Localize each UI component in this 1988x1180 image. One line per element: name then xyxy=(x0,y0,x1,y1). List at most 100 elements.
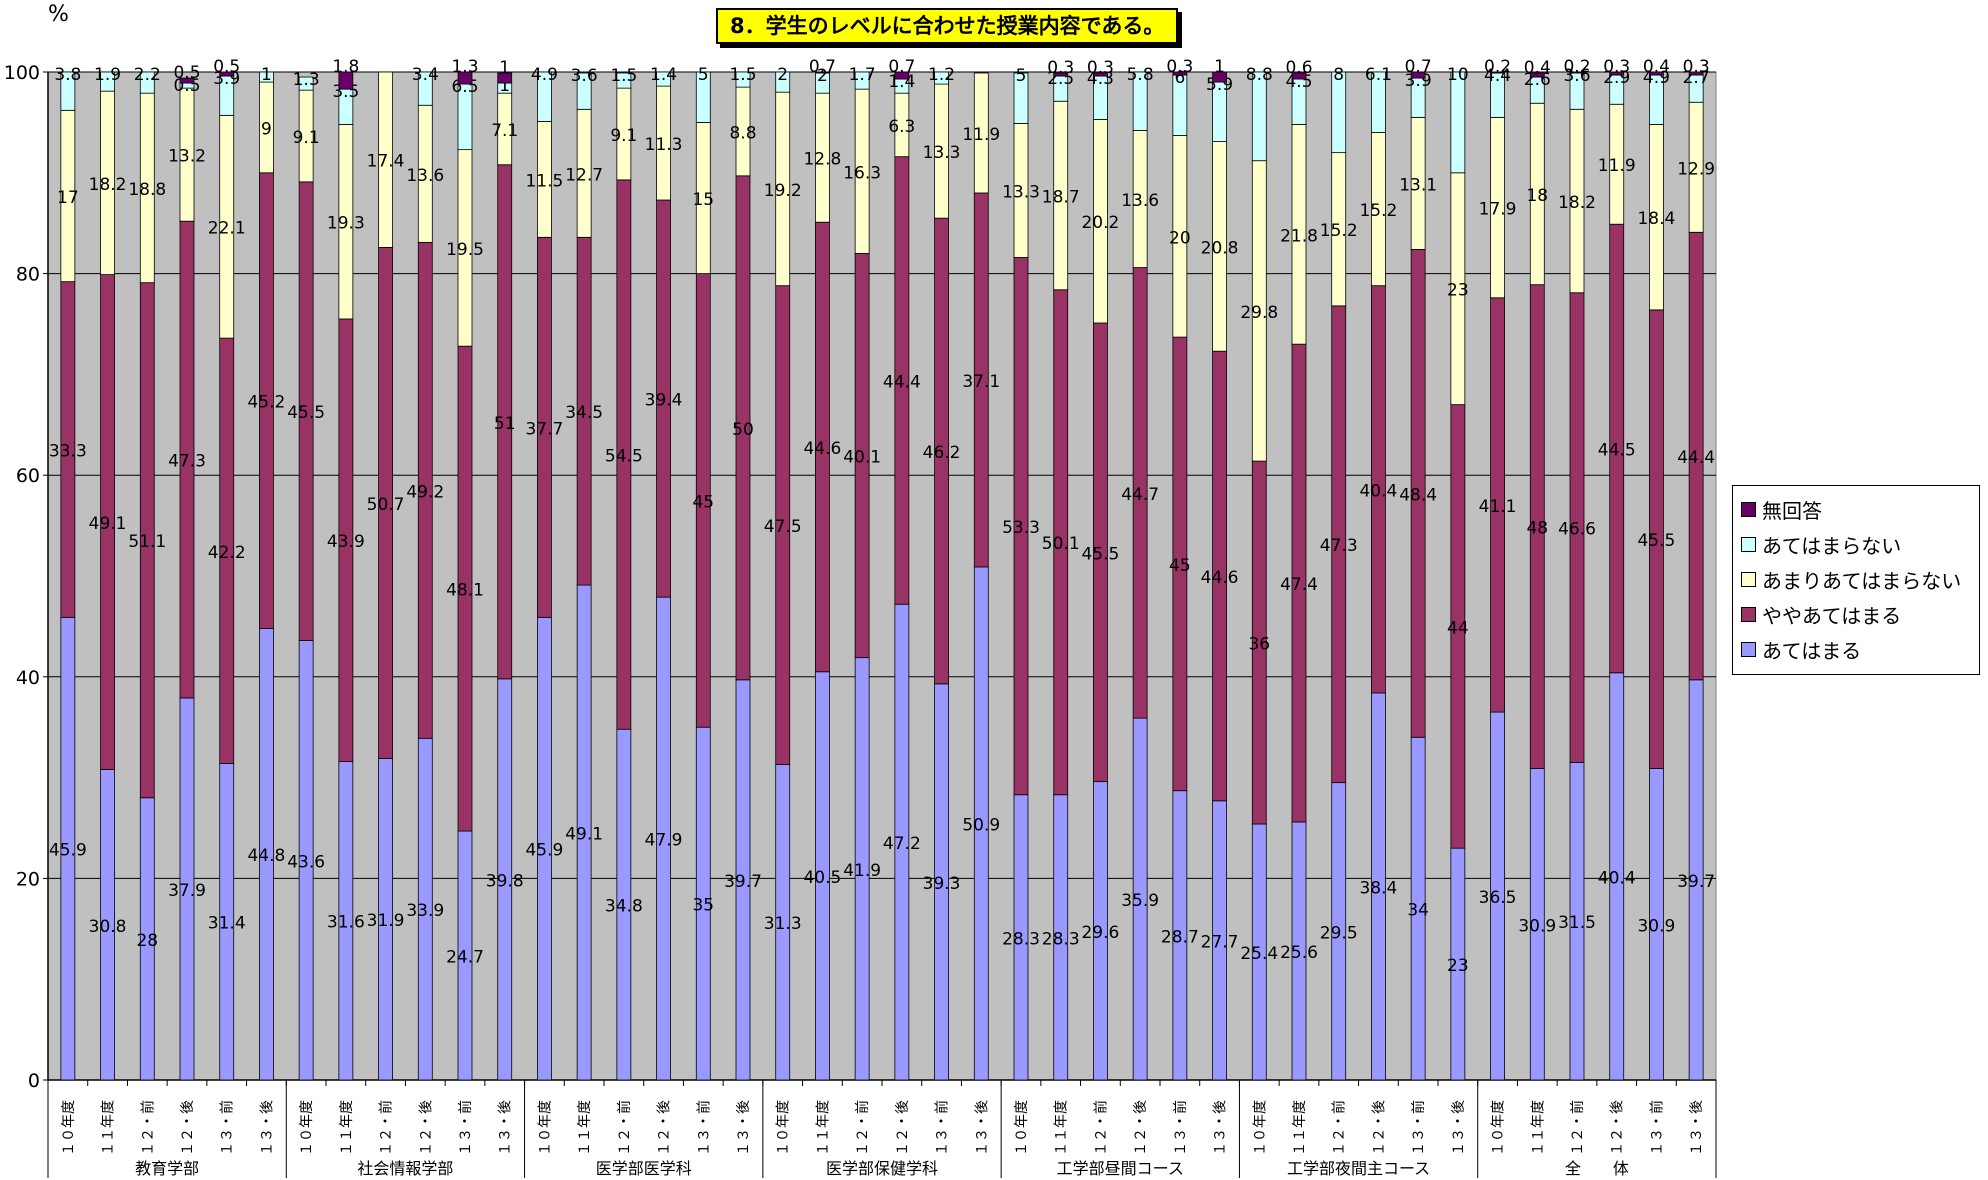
data-label: 1.7 xyxy=(849,65,876,85)
data-label: 21.8 xyxy=(1280,226,1318,246)
data-label: 11.5 xyxy=(525,171,563,191)
group-label: 医学部医学科 xyxy=(596,1159,692,1178)
data-label: 45 xyxy=(1169,556,1191,576)
x-category-label: １２・前 xyxy=(1092,1100,1109,1156)
bar-segment xyxy=(378,71,393,248)
data-label: 41.1 xyxy=(1479,497,1517,517)
data-label: 35 xyxy=(692,896,714,916)
bar-segment xyxy=(179,77,195,84)
data-label: 2 xyxy=(817,66,828,86)
data-label: 1.4 xyxy=(650,65,677,85)
x-category-label: １１年度 xyxy=(339,1100,355,1156)
x-category-label: １１年度 xyxy=(577,1100,593,1156)
x-category-label: １０年度 xyxy=(61,1100,77,1156)
data-label: 39.3 xyxy=(923,874,961,894)
data-label: 23 xyxy=(1447,956,1469,976)
y-tick-label: 60 xyxy=(16,465,40,487)
x-category-label: １３・後 xyxy=(259,1100,275,1156)
legend-swatch xyxy=(1741,502,1756,517)
data-label: 12.7 xyxy=(565,165,603,185)
data-label: 18.7 xyxy=(1042,187,1080,207)
bar-segment xyxy=(934,71,949,85)
data-label: 47.4 xyxy=(1280,575,1318,595)
data-label: 0.6 xyxy=(1285,58,1312,78)
bar-segment xyxy=(537,71,552,122)
bar-segment xyxy=(854,71,870,90)
data-label: 6.1 xyxy=(1365,65,1392,85)
data-label: 28 xyxy=(136,931,158,951)
data-label: 28.7 xyxy=(1161,927,1199,947)
data-label: 50.7 xyxy=(367,495,405,515)
data-label: 44 xyxy=(1447,618,1469,638)
data-label: 12.9 xyxy=(1677,159,1715,179)
data-label: 33.3 xyxy=(49,441,87,461)
data-label: 13.2 xyxy=(168,147,206,167)
data-label: 20 xyxy=(1169,228,1191,248)
data-label: 1.5 xyxy=(610,66,637,86)
legend-label: 無回答 xyxy=(1762,499,1822,523)
x-category-label: １２・後 xyxy=(1133,1100,1149,1156)
legend-swatch xyxy=(1741,572,1756,587)
x-category-label: １３・後 xyxy=(974,1100,990,1156)
x-category-label: １２・前 xyxy=(616,1100,633,1156)
bar-segment xyxy=(457,71,473,85)
x-category-label: １２・後 xyxy=(418,1100,434,1156)
data-label: 2.2 xyxy=(134,65,161,85)
data-label: 40.4 xyxy=(1598,868,1636,888)
bar-segment xyxy=(417,71,433,106)
data-label: 47.5 xyxy=(764,517,802,537)
data-label: 2 xyxy=(777,65,788,85)
x-category-label: １２・前 xyxy=(854,1100,871,1156)
x-category-label: １２・前 xyxy=(378,1100,395,1156)
data-label: 24.7 xyxy=(446,948,484,968)
x-category-label: １２・後 xyxy=(180,1100,196,1156)
data-label: 1 xyxy=(499,58,510,78)
x-category-label: １３・前 xyxy=(457,1100,474,1156)
data-label: 28.3 xyxy=(1042,929,1080,949)
data-label: 39.8 xyxy=(486,871,524,891)
data-label: 8 xyxy=(1333,65,1344,85)
data-label: 47.3 xyxy=(168,452,206,472)
bar-segment xyxy=(656,71,671,87)
x-category-label: １３・前 xyxy=(1172,1100,1189,1156)
data-label: 31.5 xyxy=(1558,913,1596,933)
x-category-label: １０年度 xyxy=(776,1100,792,1156)
data-label: 43.6 xyxy=(287,852,325,872)
x-category-label: １３・後 xyxy=(1451,1100,1467,1156)
y-tick-label: 100 xyxy=(4,62,40,84)
x-category-label: １３・後 xyxy=(1689,1100,1705,1156)
data-label: 40.4 xyxy=(1359,481,1397,501)
data-label: 36.5 xyxy=(1479,888,1517,908)
data-label: 13.6 xyxy=(1121,191,1159,211)
data-label: 29.8 xyxy=(1240,303,1278,323)
data-label: 8.8 xyxy=(1246,65,1273,85)
bar-segment xyxy=(815,71,830,74)
data-label: 25.4 xyxy=(1240,944,1278,964)
data-label: 48.4 xyxy=(1399,485,1437,505)
data-label: 1.2 xyxy=(928,65,955,85)
bar-segment xyxy=(298,76,314,91)
data-label: 45.5 xyxy=(1081,544,1119,564)
bar-segment xyxy=(338,71,354,90)
data-label: 48 xyxy=(1526,519,1548,539)
group-label: 工学部昼間コース xyxy=(1057,1159,1184,1178)
x-category-label: １３・前 xyxy=(1648,1100,1665,1156)
data-label: 37.9 xyxy=(168,881,206,901)
data-label: 13.6 xyxy=(406,166,444,186)
data-label: 10 xyxy=(1447,65,1469,85)
data-label: 1.5 xyxy=(729,65,756,85)
legend-swatch xyxy=(1741,537,1756,552)
data-label: 6 xyxy=(1174,68,1185,88)
data-label: 3.8 xyxy=(54,65,81,85)
data-label: 34.8 xyxy=(605,897,643,917)
data-label: 23 xyxy=(1447,281,1469,301)
bar-segment xyxy=(576,72,592,110)
data-label: 34 xyxy=(1407,901,1429,921)
x-category-label: １０年度 xyxy=(1491,1100,1507,1156)
data-label: 45 xyxy=(692,492,714,512)
data-label: 19.5 xyxy=(446,240,484,260)
data-label: 18.8 xyxy=(128,180,166,200)
bar-segment xyxy=(1093,72,1108,77)
x-category-label: １０年度 xyxy=(299,1100,315,1156)
